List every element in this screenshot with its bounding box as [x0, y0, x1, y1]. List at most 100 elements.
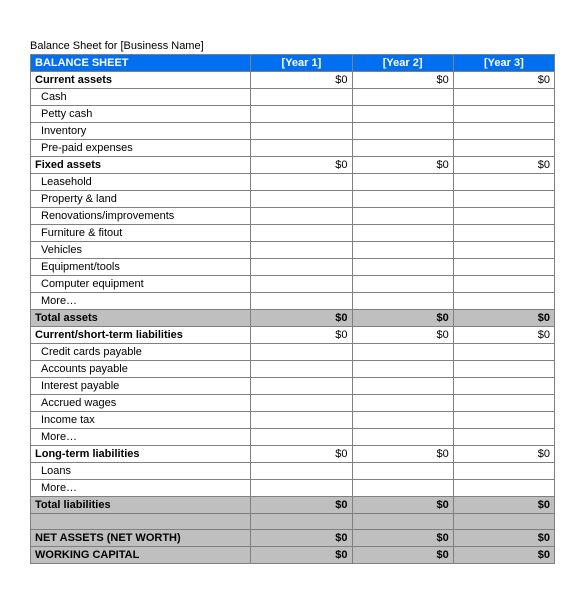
- row-value: [251, 242, 352, 259]
- row-value: [352, 191, 453, 208]
- row-label: Petty cash: [31, 106, 251, 123]
- row-value: [453, 378, 554, 395]
- row-value: [453, 276, 554, 293]
- row-label: NET ASSETS (NET WORTH): [31, 530, 251, 547]
- row-value: [453, 412, 554, 429]
- row-value: [352, 361, 453, 378]
- row-value: [352, 412, 453, 429]
- row-value: [453, 106, 554, 123]
- row-value: [352, 480, 453, 497]
- row-label: Property & land: [31, 191, 251, 208]
- row-value: $0: [251, 72, 352, 89]
- row-value: $0: [453, 446, 554, 463]
- row-label: Vehicles: [31, 242, 251, 259]
- row-label: Equipment/tools: [31, 259, 251, 276]
- row-label: WORKING CAPITAL: [31, 547, 251, 564]
- row-label: Accounts payable: [31, 361, 251, 378]
- row-value: [453, 463, 554, 480]
- row-value: $0: [453, 310, 554, 327]
- row-value: [251, 480, 352, 497]
- row-label: Current assets: [31, 72, 251, 89]
- row-value: [352, 378, 453, 395]
- row-value: [352, 276, 453, 293]
- row-value: [352, 225, 453, 242]
- table-row: Current assets$0$0$0: [31, 72, 555, 89]
- row-value: $0: [251, 327, 352, 344]
- row-value: [251, 174, 352, 191]
- row-label: More…: [31, 480, 251, 497]
- page-title: Balance Sheet for [Business Name]: [30, 40, 555, 52]
- table-row: Petty cash: [31, 106, 555, 123]
- row-value: [251, 344, 352, 361]
- table-row: Current/short-term liabilities$0$0$0: [31, 327, 555, 344]
- row-value: [453, 429, 554, 446]
- row-label: Cash: [31, 89, 251, 106]
- row-value: [251, 395, 352, 412]
- row-label: Fixed assets: [31, 157, 251, 174]
- row-value: [352, 344, 453, 361]
- table-row: Credit cards payable: [31, 344, 555, 361]
- row-value: $0: [352, 157, 453, 174]
- row-value: $0: [453, 547, 554, 564]
- row-label: Current/short-term liabilities: [31, 327, 251, 344]
- row-value: [251, 463, 352, 480]
- header-year1: [Year 1]: [251, 55, 352, 72]
- row-value: [251, 378, 352, 395]
- row-value: [453, 208, 554, 225]
- row-value: [251, 140, 352, 157]
- row-value: $0: [453, 497, 554, 514]
- row-value: [352, 259, 453, 276]
- row-value: $0: [352, 497, 453, 514]
- table-row: Leasehold: [31, 174, 555, 191]
- row-label: Interest payable: [31, 378, 251, 395]
- row-label: Total assets: [31, 310, 251, 327]
- table-row: Interest payable: [31, 378, 555, 395]
- table-row: Long-term liabilities$0$0$0: [31, 446, 555, 463]
- table-row: Equipment/tools: [31, 259, 555, 276]
- row-value: [352, 140, 453, 157]
- row-value: $0: [453, 157, 554, 174]
- table-row: WORKING CAPITAL$0$0$0: [31, 547, 555, 564]
- row-value: [251, 225, 352, 242]
- row-value: $0: [453, 530, 554, 547]
- row-label: Credit cards payable: [31, 344, 251, 361]
- row-value: [352, 242, 453, 259]
- header-label: BALANCE SHEET: [31, 55, 251, 72]
- row-value: [453, 361, 554, 378]
- row-value: [453, 191, 554, 208]
- row-value: [251, 514, 352, 530]
- table-row: Furniture & fitout: [31, 225, 555, 242]
- table-row: Computer equipment: [31, 276, 555, 293]
- row-value: [251, 106, 352, 123]
- table-row: Income tax: [31, 412, 555, 429]
- row-value: [352, 429, 453, 446]
- row-value: [251, 293, 352, 310]
- table-row: [31, 514, 555, 530]
- row-value: [453, 123, 554, 140]
- header-year2: [Year 2]: [352, 55, 453, 72]
- row-value: $0: [251, 530, 352, 547]
- row-value: [251, 208, 352, 225]
- row-value: $0: [453, 327, 554, 344]
- row-value: $0: [352, 547, 453, 564]
- row-value: $0: [251, 446, 352, 463]
- table-row: NET ASSETS (NET WORTH)$0$0$0: [31, 530, 555, 547]
- table-row: Loans: [31, 463, 555, 480]
- table-row: Cash: [31, 89, 555, 106]
- row-label: Loans: [31, 463, 251, 480]
- table-row: Renovations/improvements: [31, 208, 555, 225]
- table-header-row: BALANCE SHEET [Year 1] [Year 2] [Year 3]: [31, 55, 555, 72]
- row-label: Inventory: [31, 123, 251, 140]
- row-value: [251, 259, 352, 276]
- row-label: Total liabilities: [31, 497, 251, 514]
- row-value: [453, 140, 554, 157]
- row-value: $0: [251, 310, 352, 327]
- row-value: $0: [352, 72, 453, 89]
- row-value: [453, 174, 554, 191]
- row-value: [453, 344, 554, 361]
- table-row: More…: [31, 429, 555, 446]
- row-value: [453, 480, 554, 497]
- row-value: [251, 89, 352, 106]
- row-value: [453, 242, 554, 259]
- row-label: Long-term liabilities: [31, 446, 251, 463]
